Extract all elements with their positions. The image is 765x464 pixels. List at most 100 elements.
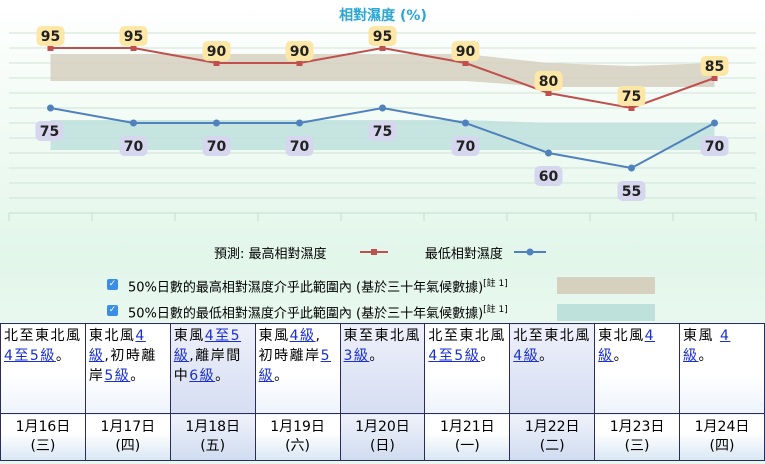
max-humidity-point xyxy=(130,45,137,51)
legend-max-marker xyxy=(371,249,377,255)
band-max-checkbox[interactable]: ✓ xyxy=(107,279,118,290)
beaufort-scale-link[interactable]: 3級 xyxy=(343,348,370,364)
forecast-weekday: (四) xyxy=(115,438,141,454)
wind-cell: 北至東北風 4級。 xyxy=(509,323,596,414)
beaufort-scale-link[interactable]: 4至5級 xyxy=(4,348,56,364)
min-data-label: 55 xyxy=(617,181,646,201)
data-label-bg xyxy=(119,26,148,46)
beaufort-scale-link[interactable]: 4至5級 xyxy=(428,348,481,364)
max-data-label: 95 xyxy=(368,26,397,46)
max-humidity-point xyxy=(711,75,718,81)
date-cell: 1月22日 (二) xyxy=(509,413,596,461)
legend-band-min: 50%日數的最低相對濕度介乎此範圍內 (基於三十年氣候數據)[註 1] xyxy=(128,302,508,321)
min-data-label: 75 xyxy=(35,121,64,141)
max-data-label: 95 xyxy=(36,26,65,46)
wind-text: 。 xyxy=(130,368,146,384)
max-data-label: 95 xyxy=(119,26,148,46)
data-label-text: 55 xyxy=(622,184,641,200)
data-label-text: 70 xyxy=(290,139,310,155)
legend-prefix: 預測: xyxy=(214,247,245,262)
data-label-bg xyxy=(451,136,480,156)
min-data-label: 70 xyxy=(119,136,148,156)
data-label-bg xyxy=(700,56,729,76)
data-label-bg xyxy=(202,136,231,156)
max-humidity-point xyxy=(213,60,220,66)
max-humidity-point xyxy=(296,60,303,66)
beaufort-scale-link[interactable]: 4級 xyxy=(289,328,316,344)
data-label-bg xyxy=(35,121,64,141)
data-label-bg xyxy=(368,121,397,141)
wind-text: 北至東北風 xyxy=(513,328,591,344)
data-label-bg xyxy=(285,136,314,156)
data-label-text: 80 xyxy=(539,74,559,90)
wind-cell: 北至東北風 4至5級。 xyxy=(0,323,86,414)
wind-text: 。 xyxy=(369,348,385,364)
beaufort-scale-link[interactable]: 4級 xyxy=(683,328,731,364)
beaufort-scale-link[interactable]: 4至5級 xyxy=(173,328,242,364)
data-label-text: 95 xyxy=(41,29,60,45)
wind-text: ,離岸間中 xyxy=(173,348,242,384)
beaufort-scale-link[interactable]: 5級 xyxy=(258,348,332,384)
max-humidity-point xyxy=(47,45,54,51)
wind-text: 北至東北風 xyxy=(428,328,506,344)
beaufort-scale-link[interactable]: 4級 xyxy=(598,328,656,364)
min-humidity-point xyxy=(296,119,303,127)
wind-text: 。 xyxy=(698,348,714,364)
date-cell: 1月24日 (四) xyxy=(679,413,765,461)
max-data-label: 80 xyxy=(534,71,563,91)
wind-forecast-table: 北至東北風 4至5級。 東北風4級,初時離岸5級。 東風4至5級,離岸間中6級。 東風… xyxy=(0,323,765,461)
beaufort-scale-link[interactable]: 5級 xyxy=(104,368,131,384)
wind-text: ,初時離岸 xyxy=(88,348,157,384)
forecast-date: 1月18日 xyxy=(185,419,241,435)
wind-text: 。 xyxy=(215,368,231,384)
forecast-date: 1月21日 xyxy=(439,419,495,435)
max-data-label: 85 xyxy=(700,56,729,76)
date-cell: 1月18日 (五) xyxy=(169,413,256,461)
wind-text: 東至東北風 xyxy=(343,328,421,344)
legend-min-glyph xyxy=(514,248,546,256)
min-humidity-point xyxy=(47,104,54,112)
forecast-date: 1月20日 xyxy=(355,419,410,435)
max-data-label: 75 xyxy=(617,86,646,106)
wind-text: ,初時離岸 xyxy=(258,328,322,364)
date-cell: 1月23日 (三) xyxy=(594,413,680,461)
beaufort-scale-link[interactable]: 6級 xyxy=(189,368,216,384)
data-label-text: 95 xyxy=(373,29,392,45)
max-humidity-point xyxy=(379,45,386,51)
data-label-bg xyxy=(534,71,563,91)
wind-text: 東風 xyxy=(683,328,720,344)
data-label-text: 90 xyxy=(207,44,227,60)
data-label-bg xyxy=(451,41,480,61)
legend-max-label: 最高相對濕度 xyxy=(248,247,327,262)
forecast-weekday: (三) xyxy=(30,438,56,454)
legend-max-glyph xyxy=(360,249,388,255)
data-label-text: 75 xyxy=(373,124,392,140)
data-label-bg xyxy=(617,181,646,201)
wind-cell: 東至東北風 3級。 xyxy=(339,323,426,414)
wind-cell: 東北風4級。 xyxy=(594,323,680,414)
data-label-text: 90 xyxy=(290,44,310,60)
beaufort-scale-link[interactable]: 4級 xyxy=(88,328,146,364)
forecast-date: 1月23日 xyxy=(609,419,665,435)
wind-row: 北至東北風 4至5級。 東北風4級,初時離岸5級。 東風4至5級,離岸間中6級。 東風… xyxy=(0,323,765,414)
data-label-text: 85 xyxy=(705,59,724,75)
forecast-weekday: (二) xyxy=(539,438,565,454)
forecast-weekday: (四) xyxy=(709,438,735,454)
wind-cell: 東風 4級。 xyxy=(679,323,765,414)
forecast-date: 1月24日 xyxy=(694,419,750,435)
beaufort-scale-link[interactable]: 4級 xyxy=(513,348,540,364)
min-data-label: 75 xyxy=(368,121,397,141)
max-data-label: 90 xyxy=(202,41,231,61)
humidity-chart: 相對濕度 (%) 95 95 90 90 95 90 80 75 85 75 70 70 70 75 70 60… xyxy=(8,7,757,256)
max-data-label: 90 xyxy=(285,41,314,61)
band-max-swatch xyxy=(557,277,655,294)
band-min-checkbox[interactable]: ✓ xyxy=(107,305,118,316)
wind-text: 。 xyxy=(480,348,496,364)
data-label-text: 60 xyxy=(539,169,559,185)
max-data-label: 90 xyxy=(451,41,480,61)
wind-cell: 東風4至5級,離岸間中6級。 xyxy=(169,323,256,414)
forecast-weekday: (六) xyxy=(285,438,311,454)
forecast-weekday: (一) xyxy=(454,438,480,454)
min-humidity-point xyxy=(379,104,386,112)
data-label-text: 70 xyxy=(207,139,227,155)
